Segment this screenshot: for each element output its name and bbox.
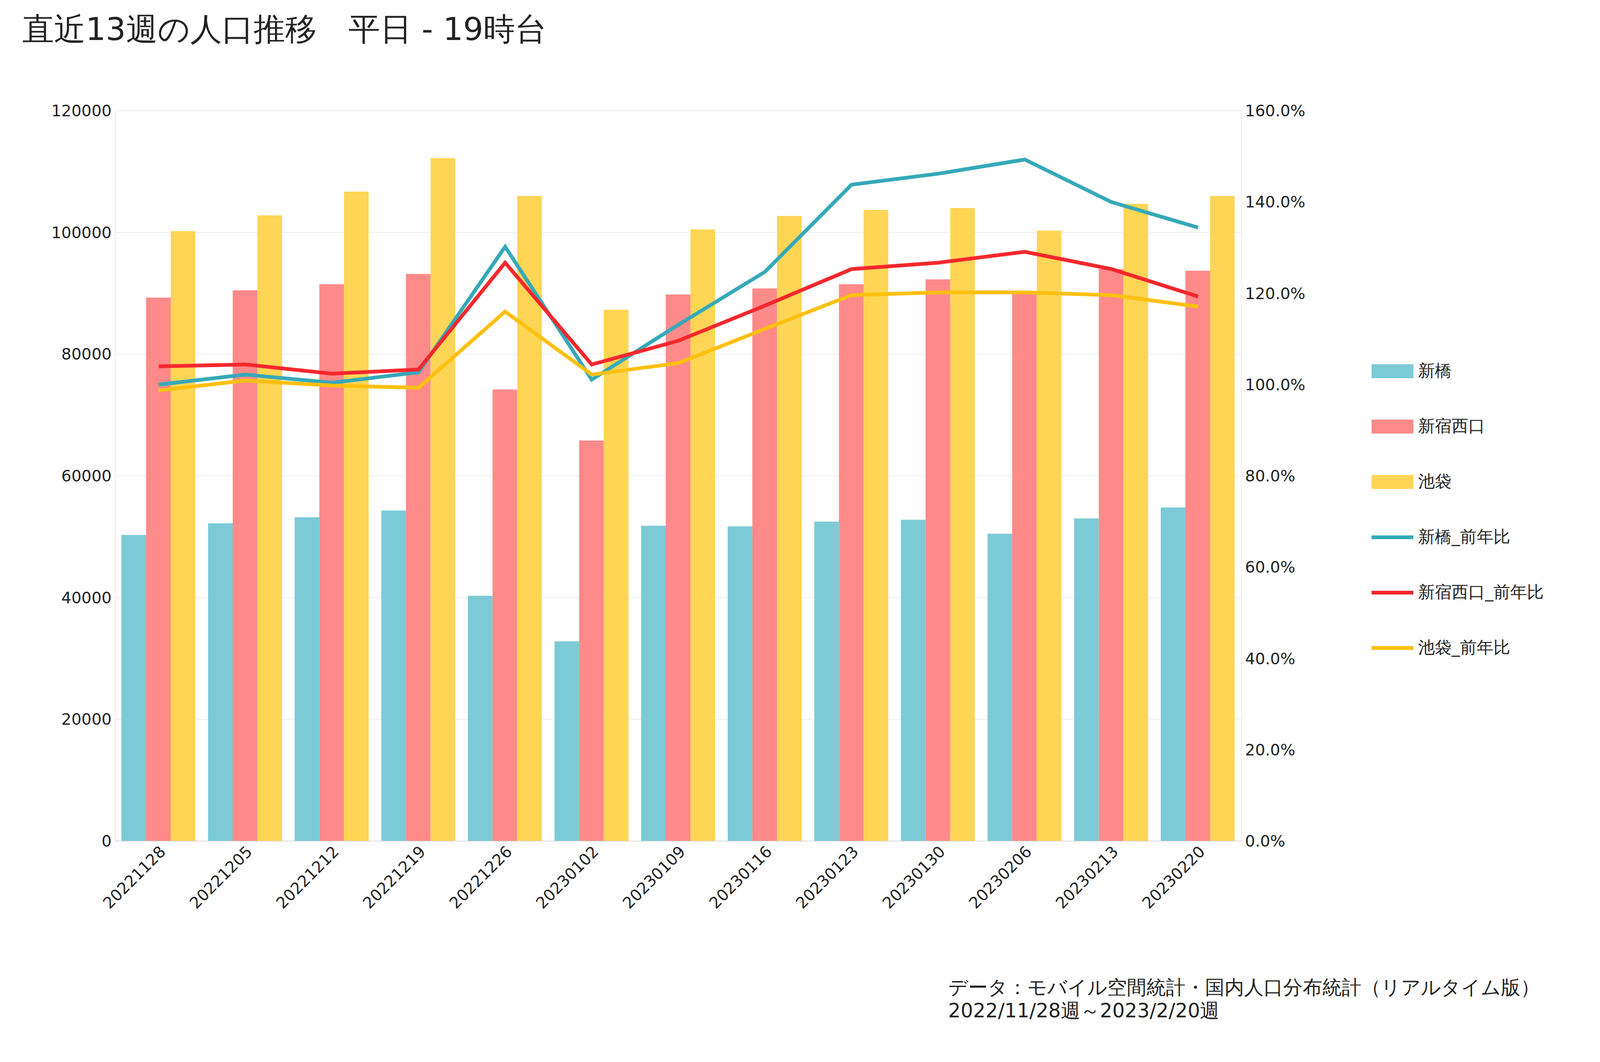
html-text:池袋: 池袋 <box>1418 471 1452 491</box>
svg-text:120000: 120000 <box>51 101 112 121</box>
svg-text:120.0%: 120.0% <box>1245 284 1306 303</box>
svg-text:20221205: 20221205 <box>185 842 256 913</box>
svg-text:140.0%: 140.0% <box>1245 192 1306 212</box>
svg-text:40.0%: 40.0% <box>1245 649 1296 669</box>
svg-text:0: 0 <box>101 831 112 851</box>
svg-text:80.0%: 80.0% <box>1245 466 1296 486</box>
svg-text:60000: 60000 <box>61 466 112 486</box>
svg-text:160.0%: 160.0% <box>1245 101 1306 121</box>
html-text:新宿西口_前年比: 新宿西口_前年比 <box>1418 582 1544 602</box>
html-text:2022/11/28週～2023/2/20週: 2022/11/28週～2023/2/20週 <box>948 999 1220 1023</box>
svg-text:20000: 20000 <box>61 709 112 729</box>
svg-text:40000: 40000 <box>61 588 112 608</box>
svg-text:20230206: 20230206 <box>965 842 1036 913</box>
html-text:新宿西口: 新宿西口 <box>1418 416 1486 436</box>
svg-text:20230130: 20230130 <box>878 842 950 913</box>
svg-text:20221128: 20221128 <box>99 842 170 913</box>
html-text:データ：モバイル空間統計・国内人口分布統計（リアルタイム版）: データ：モバイル空間統計・国内人口分布統計（リアルタイム版） <box>948 976 1540 999</box>
html-text:新橋_前年比: 新橋_前年比 <box>1418 527 1511 547</box>
html-text:新橋: 新橋 <box>1418 361 1452 381</box>
svg-text:100.0%: 100.0% <box>1245 375 1306 395</box>
svg-text:20230123: 20230123 <box>791 842 863 913</box>
svg-text:0.0%: 0.0% <box>1245 831 1286 851</box>
svg-text:20230102: 20230102 <box>532 842 603 913</box>
svg-text:20221219: 20221219 <box>359 842 430 913</box>
html-text:池袋_前年比: 池袋_前年比 <box>1418 637 1511 657</box>
svg-text:20.0%: 20.0% <box>1245 740 1296 760</box>
svg-text:20230220: 20230220 <box>1138 842 1209 913</box>
svg-text:20221226: 20221226 <box>445 842 516 913</box>
html-text:直近13週の人口推移 平日 - 19時台: 直近13週の人口推移 平日 - 19時台 <box>22 10 547 48</box>
svg-text:20221212: 20221212 <box>272 842 343 913</box>
svg-text:80000: 80000 <box>61 344 112 364</box>
svg-text:100000: 100000 <box>51 223 112 242</box>
svg-text:20230116: 20230116 <box>705 842 776 913</box>
svg-text:20230109: 20230109 <box>618 842 690 913</box>
svg-text:60.0%: 60.0% <box>1245 557 1296 577</box>
svg-text:20230213: 20230213 <box>1051 842 1123 913</box>
